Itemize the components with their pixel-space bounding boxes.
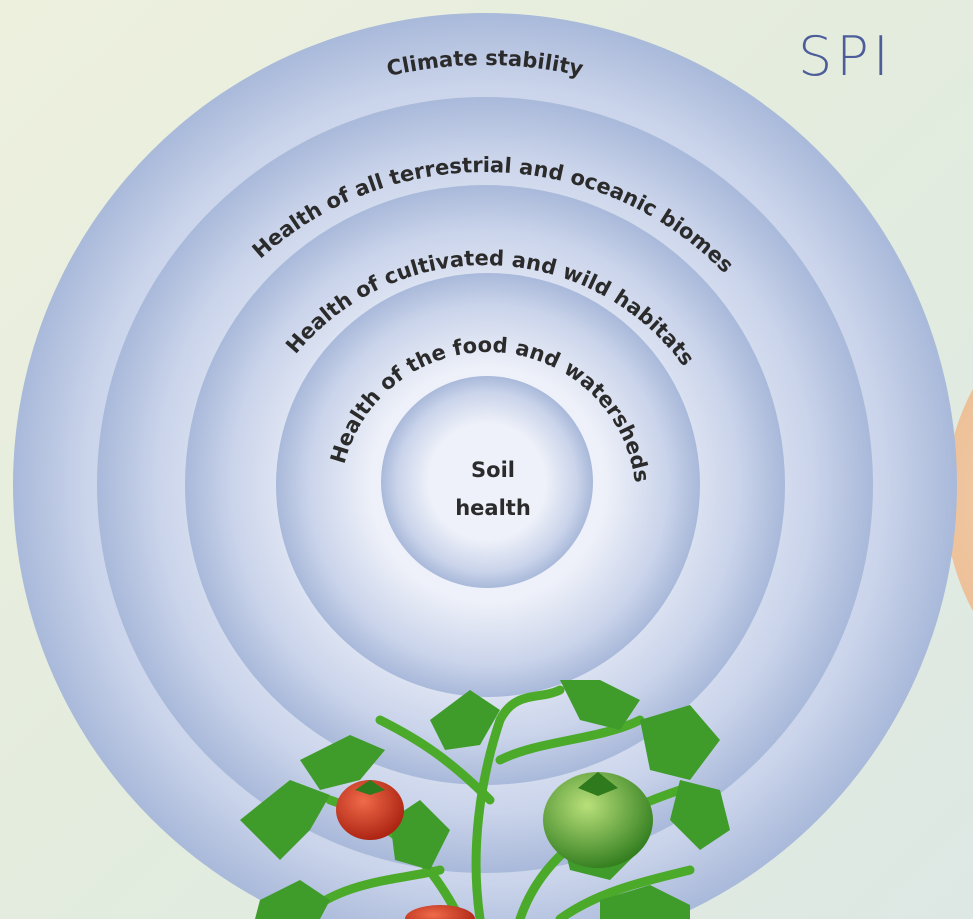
center-label: health bbox=[455, 496, 531, 520]
center-label: Soil bbox=[471, 458, 515, 482]
diagram: SPI Climate stability Health of all terr… bbox=[0, 0, 973, 919]
title: SPI bbox=[798, 25, 893, 88]
ring bbox=[381, 376, 593, 588]
